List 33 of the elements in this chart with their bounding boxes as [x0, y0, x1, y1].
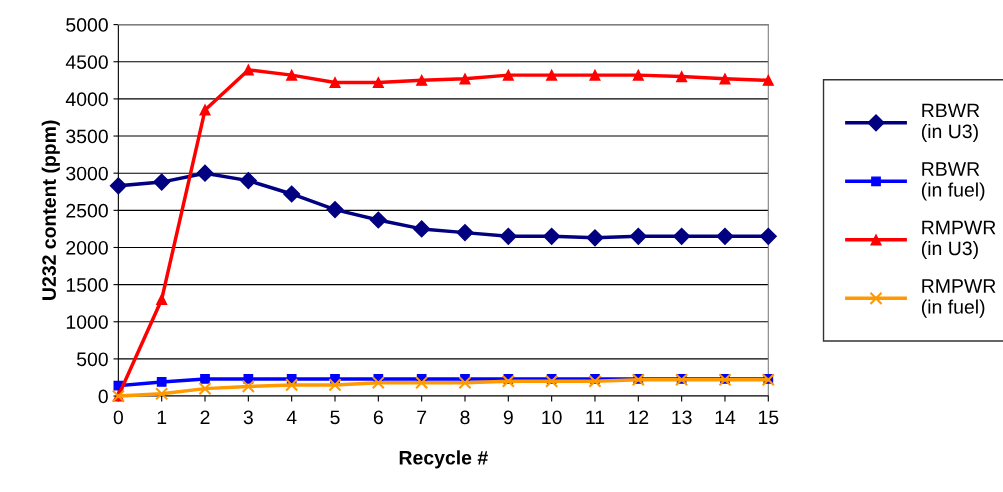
legend-label: RBWR (in fuel)	[921, 162, 985, 201]
y-tick-label: 2500	[66, 203, 108, 218]
x-tick-label: 2	[200, 410, 210, 425]
x-tick-label: 6	[373, 410, 383, 425]
y-tick-label: 500	[76, 352, 108, 367]
x-tick-label: 13	[672, 410, 692, 425]
x-tick-label: 1	[157, 410, 167, 425]
y-tick-label: 3000	[66, 166, 108, 181]
x-tick-label: 12	[628, 410, 649, 425]
x-tick-label: 0	[113, 410, 123, 425]
y-tick-label: 1000	[66, 315, 108, 330]
legend-label: RMPWR (in fuel)	[921, 279, 996, 318]
y-tick-label: 3500	[66, 129, 108, 144]
x-tick-label: 11	[586, 410, 605, 425]
x-tick-label: 5	[330, 410, 340, 425]
x-tick-label: 10	[542, 410, 562, 425]
x-tick-label: 9	[503, 410, 513, 425]
y-axis-title: U232 content (ppm)	[41, 120, 60, 300]
y-tick-label: 1500	[66, 278, 108, 292]
x-tick-label: 7	[417, 410, 427, 425]
x-tick-label: 4	[286, 410, 297, 425]
x-tick-label: 8	[460, 410, 470, 425]
x-axis-title: Recycle #	[399, 450, 488, 469]
legend-label: RBWR (in U3)	[921, 103, 980, 143]
y-tick-label: 5000	[66, 18, 108, 32]
y-tick-label: 2000	[66, 240, 108, 255]
x-tick-label: 15	[758, 410, 779, 425]
x-tick-label: 3	[243, 410, 253, 425]
y-tick-label: 4000	[65, 92, 108, 107]
x-tick-label: 14	[715, 410, 736, 425]
legend-label: RMPWR (in U3)	[921, 220, 996, 260]
y-tick-label: 0	[98, 389, 108, 404]
y-tick-label: 4500	[65, 55, 108, 69]
